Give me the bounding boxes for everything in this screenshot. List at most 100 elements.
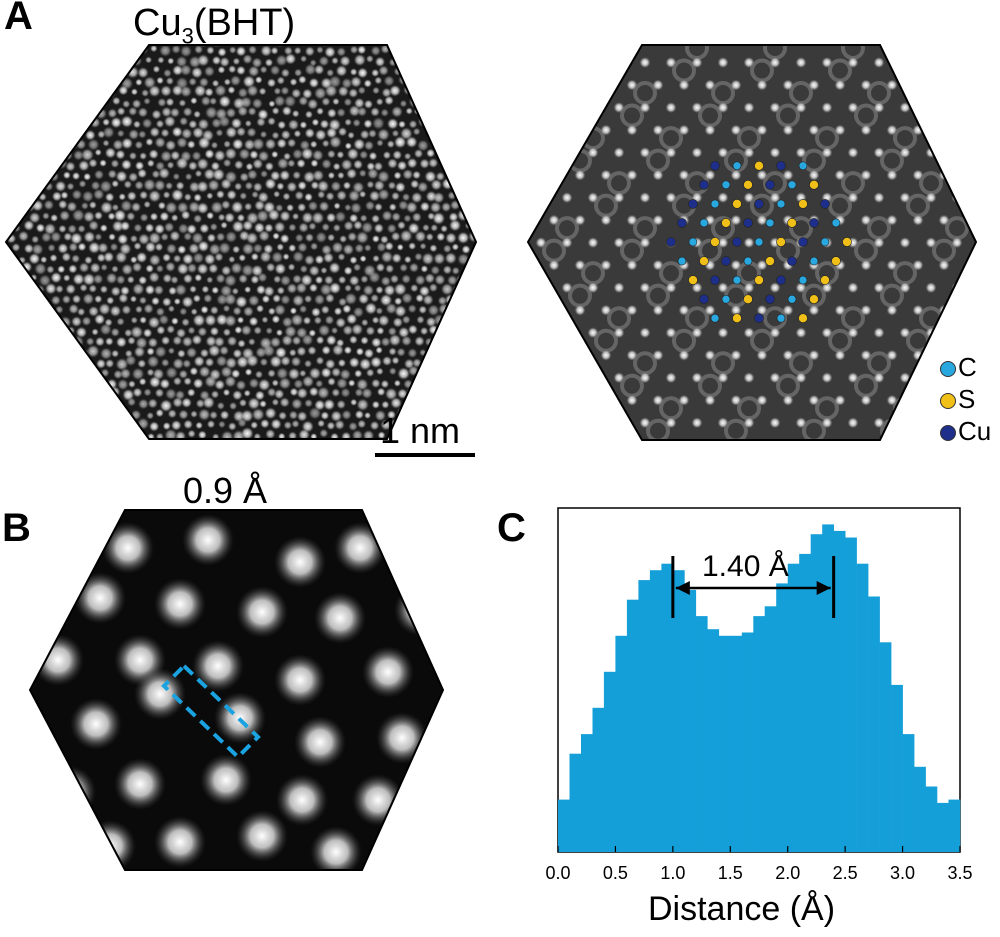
lattice-spot (408, 55, 417, 65)
lattice-spot (78, 262, 90, 273)
lattice-spot (162, 273, 173, 284)
atom-column (114, 758, 166, 810)
legend-item-s: S (940, 384, 975, 415)
lattice-spot (457, 86, 470, 99)
lattice-spot (359, 190, 367, 198)
lattice-spot (20, 283, 33, 296)
legend-label-c: C (958, 352, 977, 382)
sim-spot (528, 45, 534, 46)
lattice-spot (25, 141, 34, 150)
lattice-spot (311, 118, 320, 127)
lattice-spot (153, 284, 165, 296)
lattice-spot (110, 116, 122, 129)
lattice-spot (337, 358, 347, 368)
sim-spot (717, 237, 729, 249)
lattice-spot (259, 250, 272, 263)
lattice-spot (264, 138, 277, 150)
lattice-spot (127, 336, 136, 345)
lattice-spot (40, 126, 52, 138)
lattice-spot (39, 359, 49, 369)
sim-spot (600, 45, 612, 46)
lattice-spot (135, 336, 148, 350)
lattice-spot (453, 160, 461, 168)
lattice-spot (377, 314, 390, 327)
lattice-spot (271, 150, 279, 159)
lattice-spot (344, 118, 352, 127)
sim-spot (912, 79, 924, 91)
sim-spot (834, 79, 846, 91)
lattice-spot (346, 441, 359, 454)
lattice-spot (50, 336, 63, 348)
lattice-spot (367, 167, 379, 180)
lattice-spot (259, 357, 269, 367)
sim-spot (743, 282, 755, 294)
lattice-spot (336, 107, 346, 118)
lattice-spot (194, 273, 203, 282)
sim-spot (782, 439, 794, 440)
lattice-spot (111, 349, 120, 358)
lattice-spot (296, 411, 308, 422)
atom-column (70, 698, 122, 750)
lattice-spot (293, 129, 302, 138)
lattice-spot (271, 251, 284, 264)
lattice-spot (111, 203, 120, 212)
lattice-spot (376, 36, 383, 43)
sim-spot (692, 12, 703, 23)
lattice-spot (55, 98, 67, 110)
lattice-spot (454, 138, 464, 148)
lattice-spot (446, 152, 455, 160)
lattice-spot (11, 263, 20, 273)
lattice-spot (175, 156, 189, 170)
lattice-spot (109, 305, 122, 317)
lattice-spot (468, 106, 476, 117)
sim-spot (510, 12, 521, 23)
sim-ring (945, 81, 969, 106)
atom-c (798, 161, 808, 171)
lattice-spot (225, 126, 238, 139)
lattice-spot (316, 107, 324, 116)
lattice-spot (391, 212, 401, 222)
lattice-spot (391, 105, 403, 118)
lattice-spot (228, 65, 237, 74)
sim-spot (510, 417, 521, 428)
atom-column (84, 820, 136, 870)
histogram-bar (902, 734, 915, 852)
lattice-spot (193, 193, 202, 202)
lattice-spot (188, 242, 200, 255)
lattice-spot (457, 377, 469, 388)
sim-spot (925, 417, 937, 429)
lattice-spot (44, 96, 57, 109)
lattice-spot (267, 307, 276, 316)
lattice-spot (54, 429, 68, 439)
sim-spot (639, 102, 651, 114)
lattice-spot (66, 98, 76, 108)
lattice-spot (118, 293, 129, 304)
lattice-spot (380, 235, 389, 244)
lattice-spot (170, 317, 179, 326)
lattice-spot (244, 181, 254, 191)
sim-spot (665, 147, 677, 159)
lattice-spot (22, 408, 34, 420)
lattice-spot (90, 180, 101, 191)
lattice-spot (468, 314, 476, 325)
sim-spot (964, 169, 976, 181)
lattice-spot (169, 230, 181, 242)
lattice-spot (6, 209, 18, 222)
lattice-spot (359, 214, 368, 223)
lattice-spot (41, 108, 50, 117)
lattice-spot (280, 355, 291, 367)
lattice-spot (330, 410, 343, 422)
lattice-spot (475, 158, 476, 170)
lattice-spot (325, 191, 335, 201)
lattice-spot (343, 97, 353, 107)
lattice-spot (71, 46, 81, 55)
lattice-spot (298, 222, 309, 233)
x-tick-label: 0.0 (545, 863, 570, 883)
lattice-spot (45, 324, 58, 337)
lattice-spot (445, 336, 454, 345)
sim-spot (848, 12, 859, 23)
lattice-spot (236, 355, 249, 369)
lattice-spot (399, 229, 413, 243)
sim-spot (795, 372, 807, 384)
lattice-spot (435, 334, 448, 348)
